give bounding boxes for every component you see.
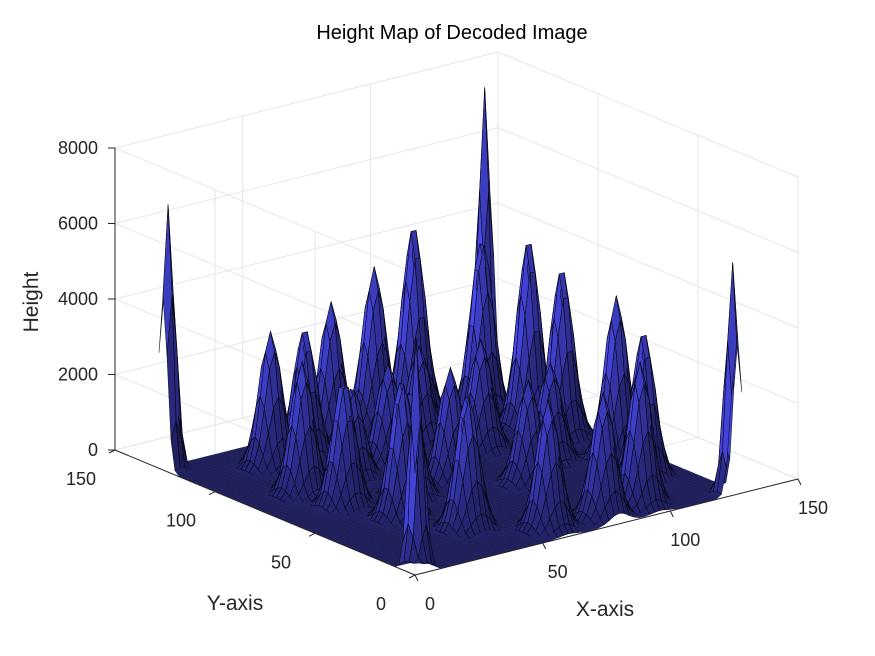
back-wall-grid-line	[114, 51, 499, 149]
z-tick-label: 2000	[58, 365, 98, 385]
left-wall-grid-line	[114, 147, 416, 274]
y-tick-label: 100	[166, 511, 196, 531]
y-tick-label: 0	[376, 594, 386, 614]
x-tick-mark	[414, 574, 419, 582]
side-wall-grid-line	[497, 51, 799, 178]
z-tick-label: 4000	[58, 289, 98, 309]
z-axis-label: Height	[20, 271, 43, 332]
y-tick-mark	[308, 532, 316, 537]
x-axis-label: X-axis	[576, 598, 634, 621]
side-wall-grid-line	[497, 202, 799, 329]
side-wall-grid-line	[497, 278, 799, 404]
side-wall-grid-line	[497, 127, 799, 253]
back-wall-grid-line	[114, 202, 499, 300]
z-tick-label: 0	[88, 440, 98, 460]
surface-layer	[158, 87, 743, 569]
y-axis-label: Y-axis	[207, 592, 263, 615]
y-tick-label: 50	[271, 552, 291, 572]
x-tick-label: 0	[425, 594, 435, 614]
chart-title: Height Map of Decoded Image	[316, 22, 587, 44]
x-tick-label: 100	[670, 530, 700, 550]
z-tick-label: 6000	[58, 214, 98, 234]
x-tick-mark	[797, 478, 802, 486]
y-tick-mark	[408, 574, 416, 579]
back-wall-grid-line	[114, 127, 499, 224]
x-tick-label: 150	[798, 498, 828, 518]
y-tick-mark	[208, 491, 216, 496]
x-tick-mark	[669, 510, 674, 518]
y-tick-label: 150	[66, 469, 96, 489]
x-tick-label: 50	[548, 562, 568, 582]
z-tick-label: 8000	[58, 138, 98, 158]
back-wall-grid-line	[114, 278, 499, 375]
x-tick-mark	[542, 542, 547, 550]
